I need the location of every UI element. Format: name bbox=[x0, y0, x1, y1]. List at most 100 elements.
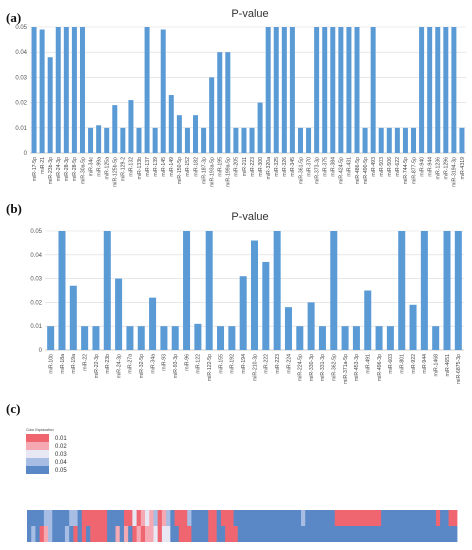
bar bbox=[81, 326, 89, 350]
x-tick-label: miR-10b bbox=[48, 354, 54, 374]
heatmap-cell bbox=[279, 526, 285, 542]
bar bbox=[58, 231, 66, 350]
x-tick-label: miR-6875-3p bbox=[456, 354, 462, 384]
heatmap-cell bbox=[145, 510, 150, 526]
bar bbox=[183, 231, 191, 350]
heatmap-cell bbox=[81, 526, 87, 542]
heatmap-cell bbox=[102, 510, 108, 526]
heatmap-cell bbox=[73, 510, 78, 526]
bar bbox=[322, 27, 328, 153]
heatmap-cell bbox=[187, 510, 192, 526]
heatmap-cell bbox=[225, 526, 230, 542]
x-tick-label: miR-32-5p bbox=[139, 354, 145, 378]
bar bbox=[314, 27, 320, 153]
heatmap-cell bbox=[427, 526, 433, 542]
x-tick-label: miR-490-5p bbox=[363, 157, 369, 184]
x-tick-label: miR-211 bbox=[242, 157, 248, 176]
heatmap-cell bbox=[444, 510, 449, 526]
heatmap-cell bbox=[182, 526, 188, 542]
x-tick-label: miR-122-5p bbox=[207, 354, 213, 381]
panel-b: (b) P-value 0 0.01 0.02 0.03 0.04 0.05 miR-10… bbox=[6, 201, 464, 384]
heatmap-cell bbox=[119, 526, 125, 542]
bar bbox=[193, 115, 199, 153]
panel-b-bars bbox=[47, 231, 462, 350]
bar bbox=[225, 52, 231, 154]
heatmap-cell bbox=[225, 510, 230, 526]
heatmap-cell bbox=[279, 510, 285, 526]
bar bbox=[168, 95, 174, 153]
bar bbox=[459, 127, 465, 153]
heatmap-cell bbox=[372, 510, 378, 526]
x-tick-label: miR-149 bbox=[169, 157, 175, 177]
legend-swatch bbox=[26, 466, 49, 474]
heatmap-cell bbox=[31, 526, 36, 542]
bar bbox=[31, 27, 37, 153]
bar bbox=[128, 100, 134, 153]
bar bbox=[330, 231, 338, 350]
heatmap-cell bbox=[389, 510, 395, 526]
heatmap-cell bbox=[246, 526, 251, 542]
x-tick-label: miR-199a-5p bbox=[226, 157, 232, 187]
heatmap-cell bbox=[284, 510, 289, 526]
heatmap-cell bbox=[31, 510, 36, 526]
heatmap-cell bbox=[258, 526, 264, 542]
heatmap-cell bbox=[161, 510, 167, 526]
bar bbox=[330, 27, 336, 153]
x-tick-label: miR-19a bbox=[71, 354, 77, 374]
heatmap-cell bbox=[414, 526, 420, 542]
bar bbox=[201, 127, 207, 153]
heatmap-cell bbox=[347, 510, 353, 526]
heatmap-cell bbox=[267, 510, 272, 526]
heatmap-cell bbox=[115, 510, 121, 526]
x-tick-label: miR-944 bbox=[427, 157, 433, 177]
legend-label: 0.01 bbox=[55, 436, 67, 442]
heatmap-cell bbox=[233, 526, 239, 542]
heatmap-cell bbox=[111, 526, 116, 542]
heatmap-cell bbox=[317, 526, 323, 542]
bar bbox=[126, 326, 134, 350]
x-tick-label: miR-940 bbox=[419, 157, 425, 177]
x-tick-label: miR-801 bbox=[400, 354, 406, 374]
heatmap-cell bbox=[263, 526, 268, 542]
heatmap-cell bbox=[440, 510, 445, 526]
heatmap-cell bbox=[338, 510, 344, 526]
heatmap-cell bbox=[419, 510, 424, 526]
heatmap-cell bbox=[275, 526, 281, 542]
x-tick-label: miR-122 bbox=[196, 354, 202, 374]
heatmap-cell bbox=[250, 510, 256, 526]
heatmap-cell bbox=[376, 526, 382, 542]
panel-a-y-ticks: 0 0.01 0.02 0.03 0.04 0.05 bbox=[15, 25, 27, 157]
x-tick-label: miR-125a bbox=[105, 157, 111, 180]
x-tick-label: miR-1236 bbox=[436, 157, 442, 180]
heatmap-cell bbox=[86, 510, 91, 526]
heatmap-cell bbox=[208, 526, 213, 542]
heatmap-cell bbox=[330, 510, 336, 526]
heatmap-cell bbox=[128, 510, 133, 526]
x-tick-label: miR-331-3p bbox=[320, 354, 326, 381]
heatmap-cell bbox=[229, 526, 234, 542]
heatmap-cell bbox=[313, 526, 319, 542]
heatmap-cell bbox=[90, 526, 95, 542]
heatmap-cell bbox=[402, 526, 407, 542]
heatmap-cell bbox=[115, 526, 121, 542]
panel-a-gridlines bbox=[30, 26, 466, 154]
heatmap-cell bbox=[77, 526, 83, 542]
bar bbox=[136, 127, 142, 153]
bar bbox=[160, 29, 166, 153]
heatmap-cell bbox=[381, 526, 386, 542]
y-tick-label: 0.02 bbox=[30, 300, 42, 306]
y-tick-label: 0.04 bbox=[30, 253, 42, 259]
x-tick-label: miR-187-3p bbox=[201, 157, 207, 184]
heatmap-cell bbox=[385, 510, 390, 526]
heatmap-cell bbox=[414, 510, 420, 526]
y-tick-label: 0 bbox=[39, 348, 43, 354]
bar bbox=[427, 27, 433, 153]
heatmap-cell bbox=[39, 510, 45, 526]
heatmap-cell bbox=[166, 526, 171, 542]
heatmap-cell bbox=[326, 526, 331, 542]
bar bbox=[92, 326, 100, 350]
heatmap-legend: 0.01 0.02 0.03 0.04 0.05 bbox=[26, 434, 67, 474]
x-tick-label: miR-362-5p bbox=[332, 354, 338, 381]
bar bbox=[273, 27, 279, 153]
heatmap-cell bbox=[296, 526, 302, 542]
